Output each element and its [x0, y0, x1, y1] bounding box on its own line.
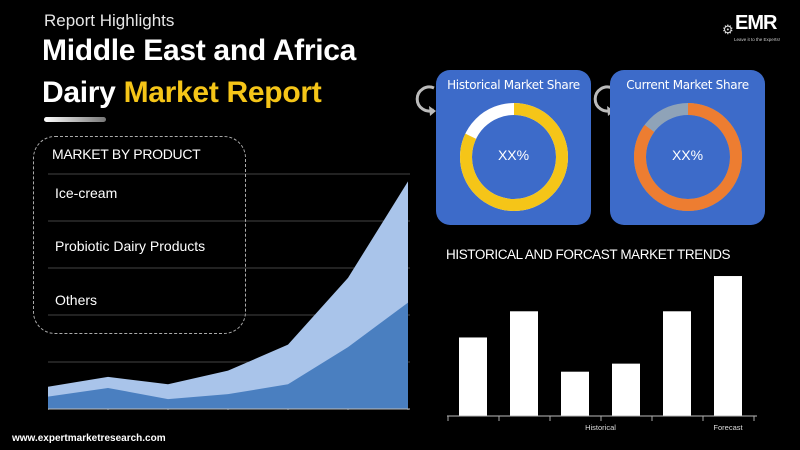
logo-text: EMR	[735, 12, 777, 34]
product-legend-heading: MARKET BY PRODUCT	[52, 146, 201, 162]
historical-donut	[460, 103, 568, 211]
emr-logo: ⚙ EMR Leave it to the Experts!	[722, 10, 788, 46]
title-plain-word: Dairy	[42, 76, 116, 109]
historical-share-card: Historical Market Share XX%	[436, 70, 591, 225]
area-chart	[48, 173, 410, 410]
title-underline	[44, 117, 106, 122]
trends-bars	[459, 276, 742, 416]
trends-bar-chart: Historical Forecast	[447, 276, 757, 432]
report-title-line2: Dairy Market Report	[42, 75, 322, 111]
footer-url: www.expertmarketresearch.com	[12, 433, 166, 444]
trend-bar	[612, 363, 640, 416]
current-donut	[634, 103, 742, 211]
gear-icon: ⚙	[722, 22, 734, 37]
historical-donut-share	[460, 103, 568, 211]
trend-tick-label: Forecast	[713, 423, 743, 432]
trends-ticks	[447, 416, 755, 421]
trend-bar	[510, 311, 538, 416]
area-series-light	[48, 181, 408, 409]
trend-tick-label: Historical	[585, 423, 616, 432]
trend-bar	[459, 337, 487, 416]
current-share-card: Current Market Share XX%	[610, 70, 765, 225]
logo-tagline: Leave it to the Experts!	[734, 37, 781, 42]
historical-share-value: XX%	[497, 147, 530, 163]
report-kicker: Report Highlights	[44, 11, 175, 30]
refresh-arrow-icon	[415, 85, 436, 116]
current-donut-share	[634, 103, 742, 211]
historical-share-title: Historical Market Share	[447, 78, 580, 92]
product-item-ice-cream: Ice-cream	[55, 185, 118, 201]
trend-bar	[663, 311, 691, 416]
area-series-dark	[48, 302, 408, 409]
product-legend-box	[33, 136, 246, 334]
trend-bar	[561, 371, 589, 416]
current-share-value: XX%	[671, 147, 704, 163]
trend-bar	[714, 276, 742, 416]
current-share-title: Current Market Share	[626, 78, 749, 92]
product-item-others: Others	[55, 292, 98, 308]
trends-tick-labels: Historical Forecast	[585, 423, 743, 432]
title-accent-words: Market Report	[123, 76, 322, 109]
trends-chart-title: HISTORICAL AND FORCAST MARKET TRENDS	[446, 247, 731, 262]
product-item-probiotic: Probiotic Dairy Products	[55, 238, 206, 254]
report-title-line1: Middle East and Africa	[42, 34, 357, 67]
